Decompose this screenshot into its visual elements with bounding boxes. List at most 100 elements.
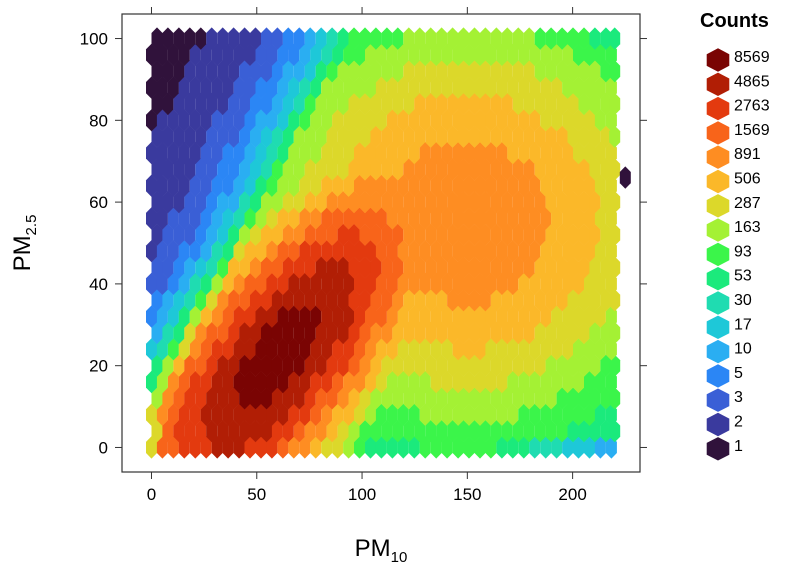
- hexbin-cell: [233, 436, 245, 459]
- legend-swatch: [706, 48, 730, 72]
- hexbin-cell: [271, 125, 283, 148]
- hexbin-cell: [381, 92, 393, 116]
- hexbin-cell: [589, 387, 601, 410]
- hexbin-cell: [578, 420, 590, 443]
- hexbin-cell: [447, 27, 459, 50]
- hexbin-cell: [403, 60, 415, 83]
- hexbin-cell: [594, 76, 606, 99]
- hexbin-cell: [447, 354, 459, 377]
- hexbin-cell: [485, 403, 497, 426]
- hexbin-cell: [452, 109, 464, 132]
- hexbin-cell: [609, 158, 621, 181]
- hexbin-cell: [217, 223, 229, 246]
- hexbin-cell: [293, 321, 305, 345]
- hexbin-cell: [375, 207, 387, 230]
- hexbin-cell: [605, 370, 617, 394]
- hexbin-cell: [228, 321, 240, 345]
- hexbin-cell: [304, 27, 316, 50]
- hexbin-cell: [441, 370, 453, 394]
- hexbin-cell: [326, 223, 338, 246]
- hexbin-cell: [348, 27, 360, 50]
- hexbin-cell: [474, 338, 486, 361]
- hexbin-cell: [386, 174, 398, 197]
- hexbin-cell: [167, 338, 179, 361]
- hexbin-cell: [458, 125, 469, 148]
- hexbin-cell: [589, 92, 601, 116]
- hexbin-cell: [195, 60, 207, 83]
- hexbin-cell: [266, 141, 278, 165]
- hexbin-cell: [600, 191, 612, 214]
- hexbin-cell: [189, 141, 201, 165]
- hexbin-cell: [501, 223, 513, 246]
- hexbin-cell: [578, 387, 590, 410]
- hexbin-cell: [605, 305, 617, 328]
- hexbin-cell: [512, 387, 524, 410]
- hexbin-cell: [162, 158, 174, 181]
- hexbin-cell: [250, 158, 261, 181]
- hexbin-cell: [255, 403, 267, 426]
- hexbin-cell: [228, 27, 240, 50]
- hexbin-cell: [609, 191, 621, 214]
- hexbin-cell: [567, 321, 579, 345]
- hexbin-cell: [430, 403, 442, 426]
- hexbin-cell: [173, 223, 185, 246]
- hexbin-cell: [430, 240, 442, 263]
- hexbin-cell: [474, 240, 486, 263]
- hexbin-cell: [573, 43, 584, 66]
- hexbin-cell: [189, 109, 201, 132]
- hexbin-cell: [501, 321, 513, 345]
- hexbin-cell: [195, 125, 207, 148]
- hexbin-cell: [359, 223, 371, 246]
- hexbin-cell: [288, 370, 300, 394]
- hexbin-cell: [534, 158, 546, 181]
- hexbin-cell: [370, 387, 382, 410]
- hexbin-cell: [250, 92, 261, 116]
- hexbin-cell: [507, 272, 519, 295]
- hexbin-cell: [178, 141, 190, 165]
- hexbin-cell: [381, 420, 393, 443]
- hexbin-cell: [293, 420, 305, 443]
- hexbin-cell: [573, 436, 584, 459]
- hexbin-cell: [343, 109, 355, 132]
- hexbin-cell: [282, 289, 294, 312]
- hexbin-cell: [211, 207, 223, 230]
- hexbin-cell: [233, 76, 245, 99]
- hexbin-cell: [594, 338, 606, 361]
- hexbin-cell: [605, 436, 617, 459]
- hexbin-cell: [162, 92, 174, 116]
- hexbin-cell: [551, 338, 563, 361]
- hexbin-cell: [178, 207, 190, 230]
- hexbin-cell: [244, 370, 256, 394]
- hexbin-cell: [162, 256, 174, 279]
- hexbin-cell: [293, 387, 305, 410]
- hexbin-cell: [386, 403, 398, 426]
- hexbin-cell: [304, 354, 316, 377]
- hexbin-cell: [419, 43, 431, 66]
- hexbin-cell: [354, 436, 365, 459]
- hexbin-cell: [304, 223, 316, 246]
- hexbin-cell: [343, 370, 355, 394]
- hexbin-cell: [239, 60, 251, 83]
- hexbin-cell: [529, 403, 541, 426]
- hexbin-cell: [195, 27, 207, 50]
- hexbin-cell: [523, 223, 535, 246]
- hexbin-cell: [534, 223, 546, 246]
- hexbin-cell: [452, 436, 464, 459]
- hexbin-cell: [271, 191, 283, 214]
- hexbin-cell: [584, 76, 595, 99]
- hexbin-cell: [348, 191, 360, 214]
- hexbin-cell: [490, 27, 502, 50]
- hexbin-cell: [184, 158, 196, 181]
- hexbin-cell: [337, 354, 349, 377]
- hexbin-cell: [304, 92, 316, 116]
- hexbin-cell: [556, 420, 568, 443]
- hexbin-cell: [562, 272, 574, 295]
- hexbin-cell: [452, 240, 464, 263]
- hexbin-cell: [211, 109, 223, 132]
- hexbin-cell: [397, 305, 409, 328]
- hexbin-cell: [419, 370, 431, 394]
- hexbin-cell: [233, 272, 245, 295]
- hexbin-cell: [562, 76, 574, 99]
- hexbin-cell: [529, 338, 541, 361]
- hexbin-cell: [562, 370, 574, 394]
